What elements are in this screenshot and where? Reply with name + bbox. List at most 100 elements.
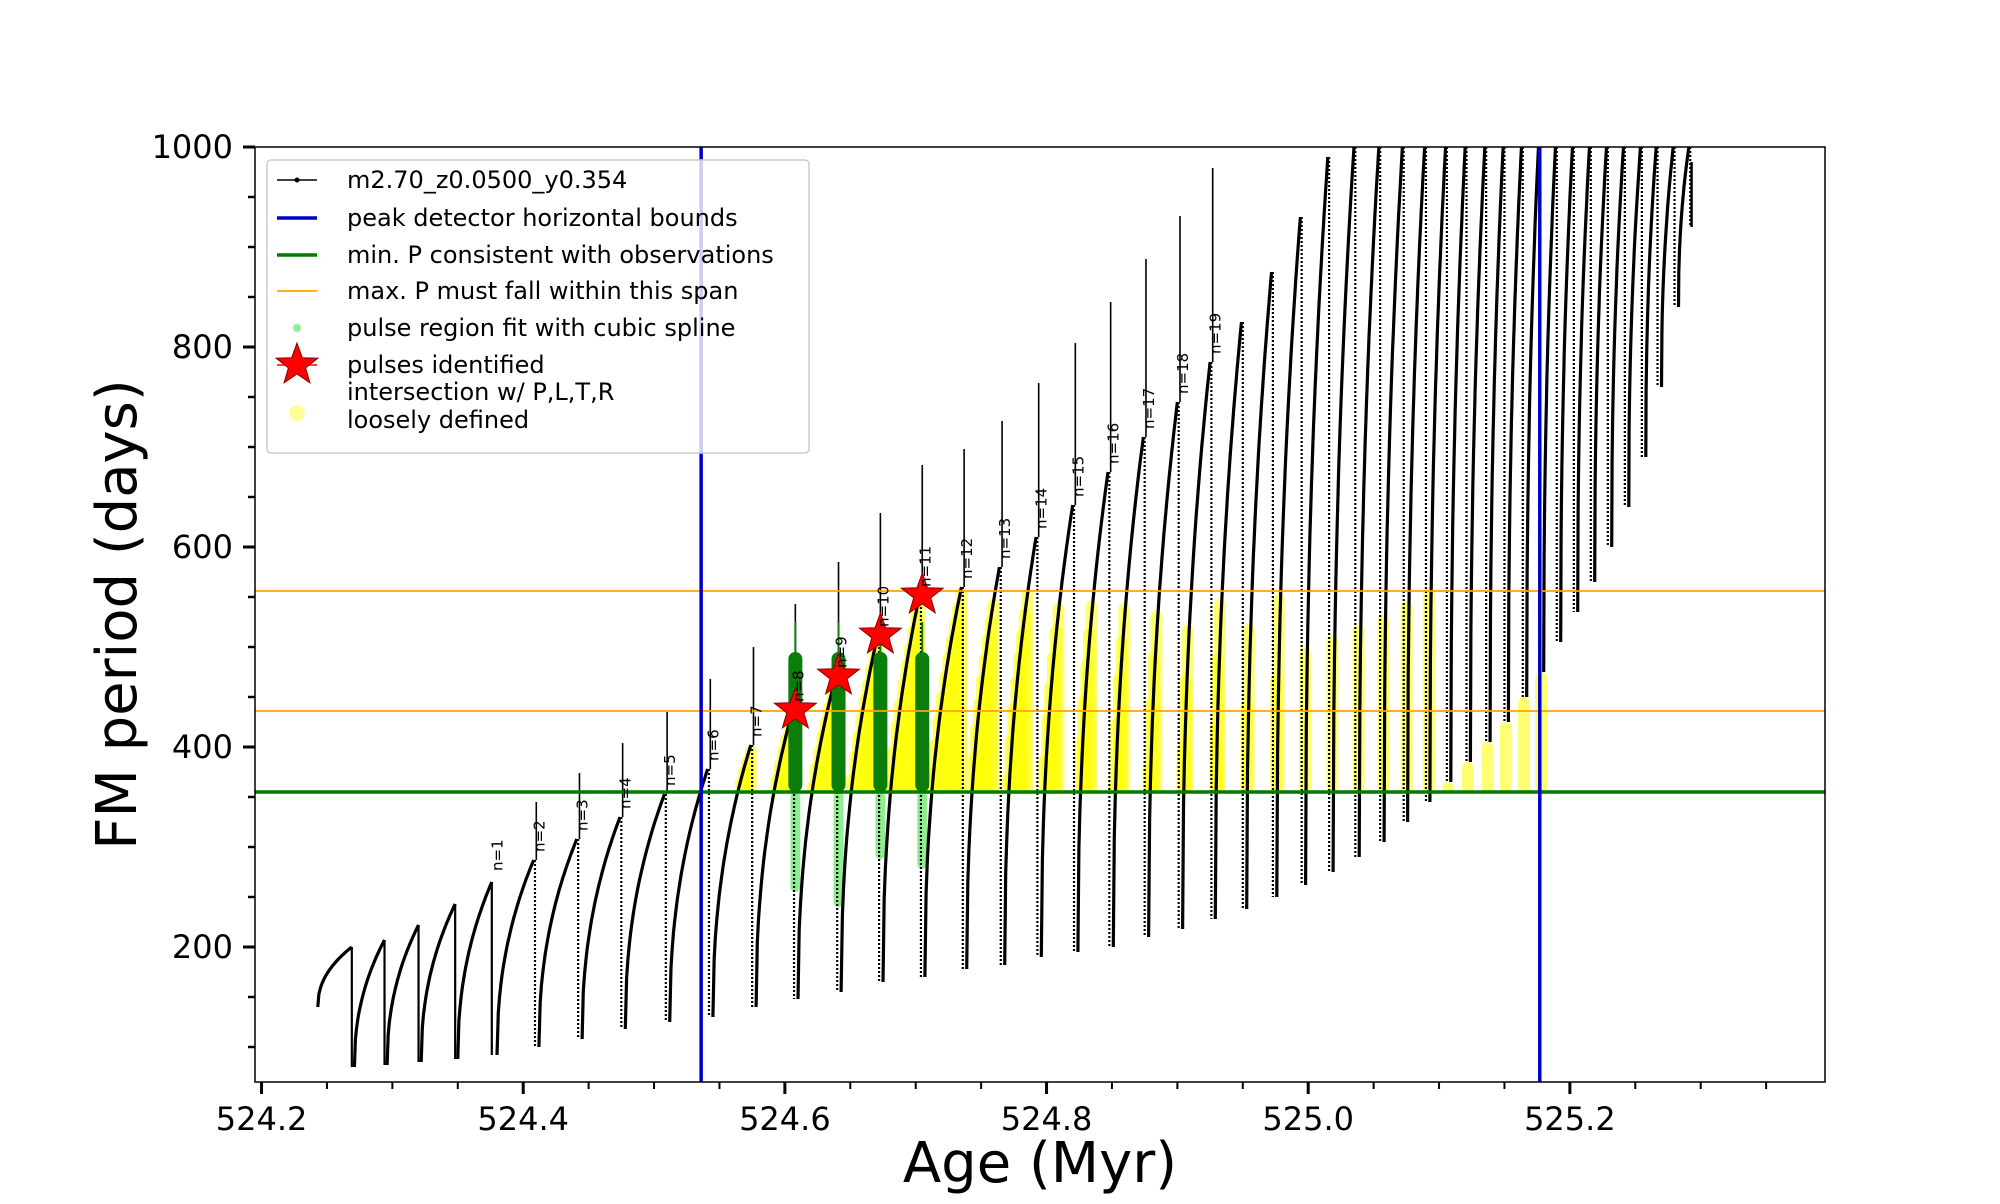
pulse-label: n=11 [916,546,934,587]
pre-pulse-cycle [316,945,353,1008]
pulse-label: n=16 [1105,423,1123,464]
pulse-cycle [1111,436,1145,948]
pulse-cycle [1003,536,1038,966]
pulse-label: n=19 [1207,313,1225,354]
pulse-cycle [881,594,922,983]
pulse-star [899,571,945,615]
intersection-marker [987,598,1000,792]
x-tick-label: 524.4 [477,1100,569,1138]
pulse-cycle [1245,271,1274,910]
pulse-star [816,652,861,696]
intersection-marker [1481,742,1494,792]
pulse-label: n=10 [874,586,892,627]
legend-label-line: peak detector horizontal bounds [347,204,738,232]
pulse-cycle [1331,146,1356,873]
y-tick-label: 200 [172,928,233,966]
intersection-marker [955,587,968,792]
pulse-label: n=2 [530,820,548,852]
y-tick-label: 1000 [152,128,233,166]
pulse-cycle [1213,321,1244,920]
pulse-label: n=4 [617,777,635,809]
pulse-label: n=9 [833,636,851,668]
intersection-marker [1499,722,1512,792]
pulse-cycle [623,793,667,1030]
legend-label-line: pulses identified [347,351,545,379]
legend-label-line: loosely defined [347,406,529,434]
pulse-cycle [1627,146,1643,508]
pulse-cycle [839,634,880,993]
legend-handle-marker [294,177,300,183]
y-tick-label: 400 [172,728,233,766]
intersection-marker [1518,697,1531,792]
pulse-label: n=6 [704,729,722,761]
pre-pulse-cycle [352,939,386,1068]
spline-fit-dark [873,652,888,792]
pulse-label: n=15 [1069,456,1087,497]
pulse-label: n=5 [661,754,679,786]
pulse-cycle [1576,146,1592,613]
spline-fit-light [917,792,928,869]
legend-label-line: intersection w/ P,L,T,R [347,378,614,406]
pulse-cycle [1304,156,1330,886]
intersection-marker [1021,588,1034,792]
pulse-cycle [1659,146,1675,388]
spline-fit-dark [788,652,803,792]
pulse-cycle [1382,146,1404,843]
pulse-cycle [1610,146,1626,548]
pulse-cycle [1449,146,1467,783]
pulse-cycle [923,586,964,978]
spline-fit-dark [915,652,930,792]
pulse-cycle [1525,146,1541,698]
y-tick-label: 800 [172,328,233,366]
spline-fit-light [875,792,886,859]
pulse-cycle [1468,146,1487,763]
pulse-cycle [1506,146,1524,723]
pulse-cycle [1542,146,1558,673]
pulse-cycle [1488,146,1505,743]
legend-box [266,159,810,454]
pulse-label: n=17 [1140,388,1158,429]
legend-label-line: pulse region fit with cubic spline [347,314,735,342]
pulse-cycle [537,838,579,1048]
pre-pulse-cycle [456,881,494,1060]
pulse-labels: n=1 n=2 n=3 n=4 n=5 n=6 n=7 n=8 n=9 n=10 n=11 n=12 n… [488,313,1224,871]
period-curve [316,146,1693,1068]
pulse-cycle [1275,216,1302,898]
legend-handle [293,324,301,332]
pre-pulse-cycle [385,924,420,1066]
legend-label: min. P consistent with observations [347,241,774,269]
x-tick-label: 525.2 [1524,1100,1616,1138]
legend-label: intersection w/ P,L,T,R loosely defined [347,378,614,434]
intersection-marker [1442,782,1455,792]
pulse-cycle [1039,504,1075,958]
pulse-cycle [1076,471,1110,953]
intersection-marker [1150,610,1163,792]
legend-label: peak detector horizontal bounds [347,204,738,232]
y-tick-label: 600 [172,528,233,566]
x-tick-label: 524.6 [739,1100,831,1138]
pre-pulse-cycle [419,903,457,1063]
pulse-cycle [1357,146,1381,858]
pulse-cycle [495,859,536,1056]
pulse-cycle [1406,146,1427,823]
pulse-cycle [580,816,622,1040]
legend-label: max. P must fall within this span [347,277,738,305]
plot-frame [254,146,1826,1083]
pulse-label: n=12 [958,538,976,579]
legend-label-line: max. P must fall within this span [347,277,738,305]
pulse-label: n=13 [996,518,1014,559]
spline-fit-light [833,792,844,907]
pulse-cycle [1559,146,1575,643]
y-axis-label: FM period (days) [85,379,150,849]
legend-label: pulse region fit with cubic spline [347,314,735,342]
x-tick-label: 524.8 [1001,1100,1093,1138]
intersection-marker [1052,602,1065,792]
pulse-cycle [796,675,838,1000]
axes: 524.2 524.4 524.6 524.8 525.0 525.2 200 400 600 8… [85,128,1826,1196]
pulse-cycle [1676,146,1691,308]
pulse-cycle [754,709,795,1008]
pulse-cycle [711,744,753,1018]
